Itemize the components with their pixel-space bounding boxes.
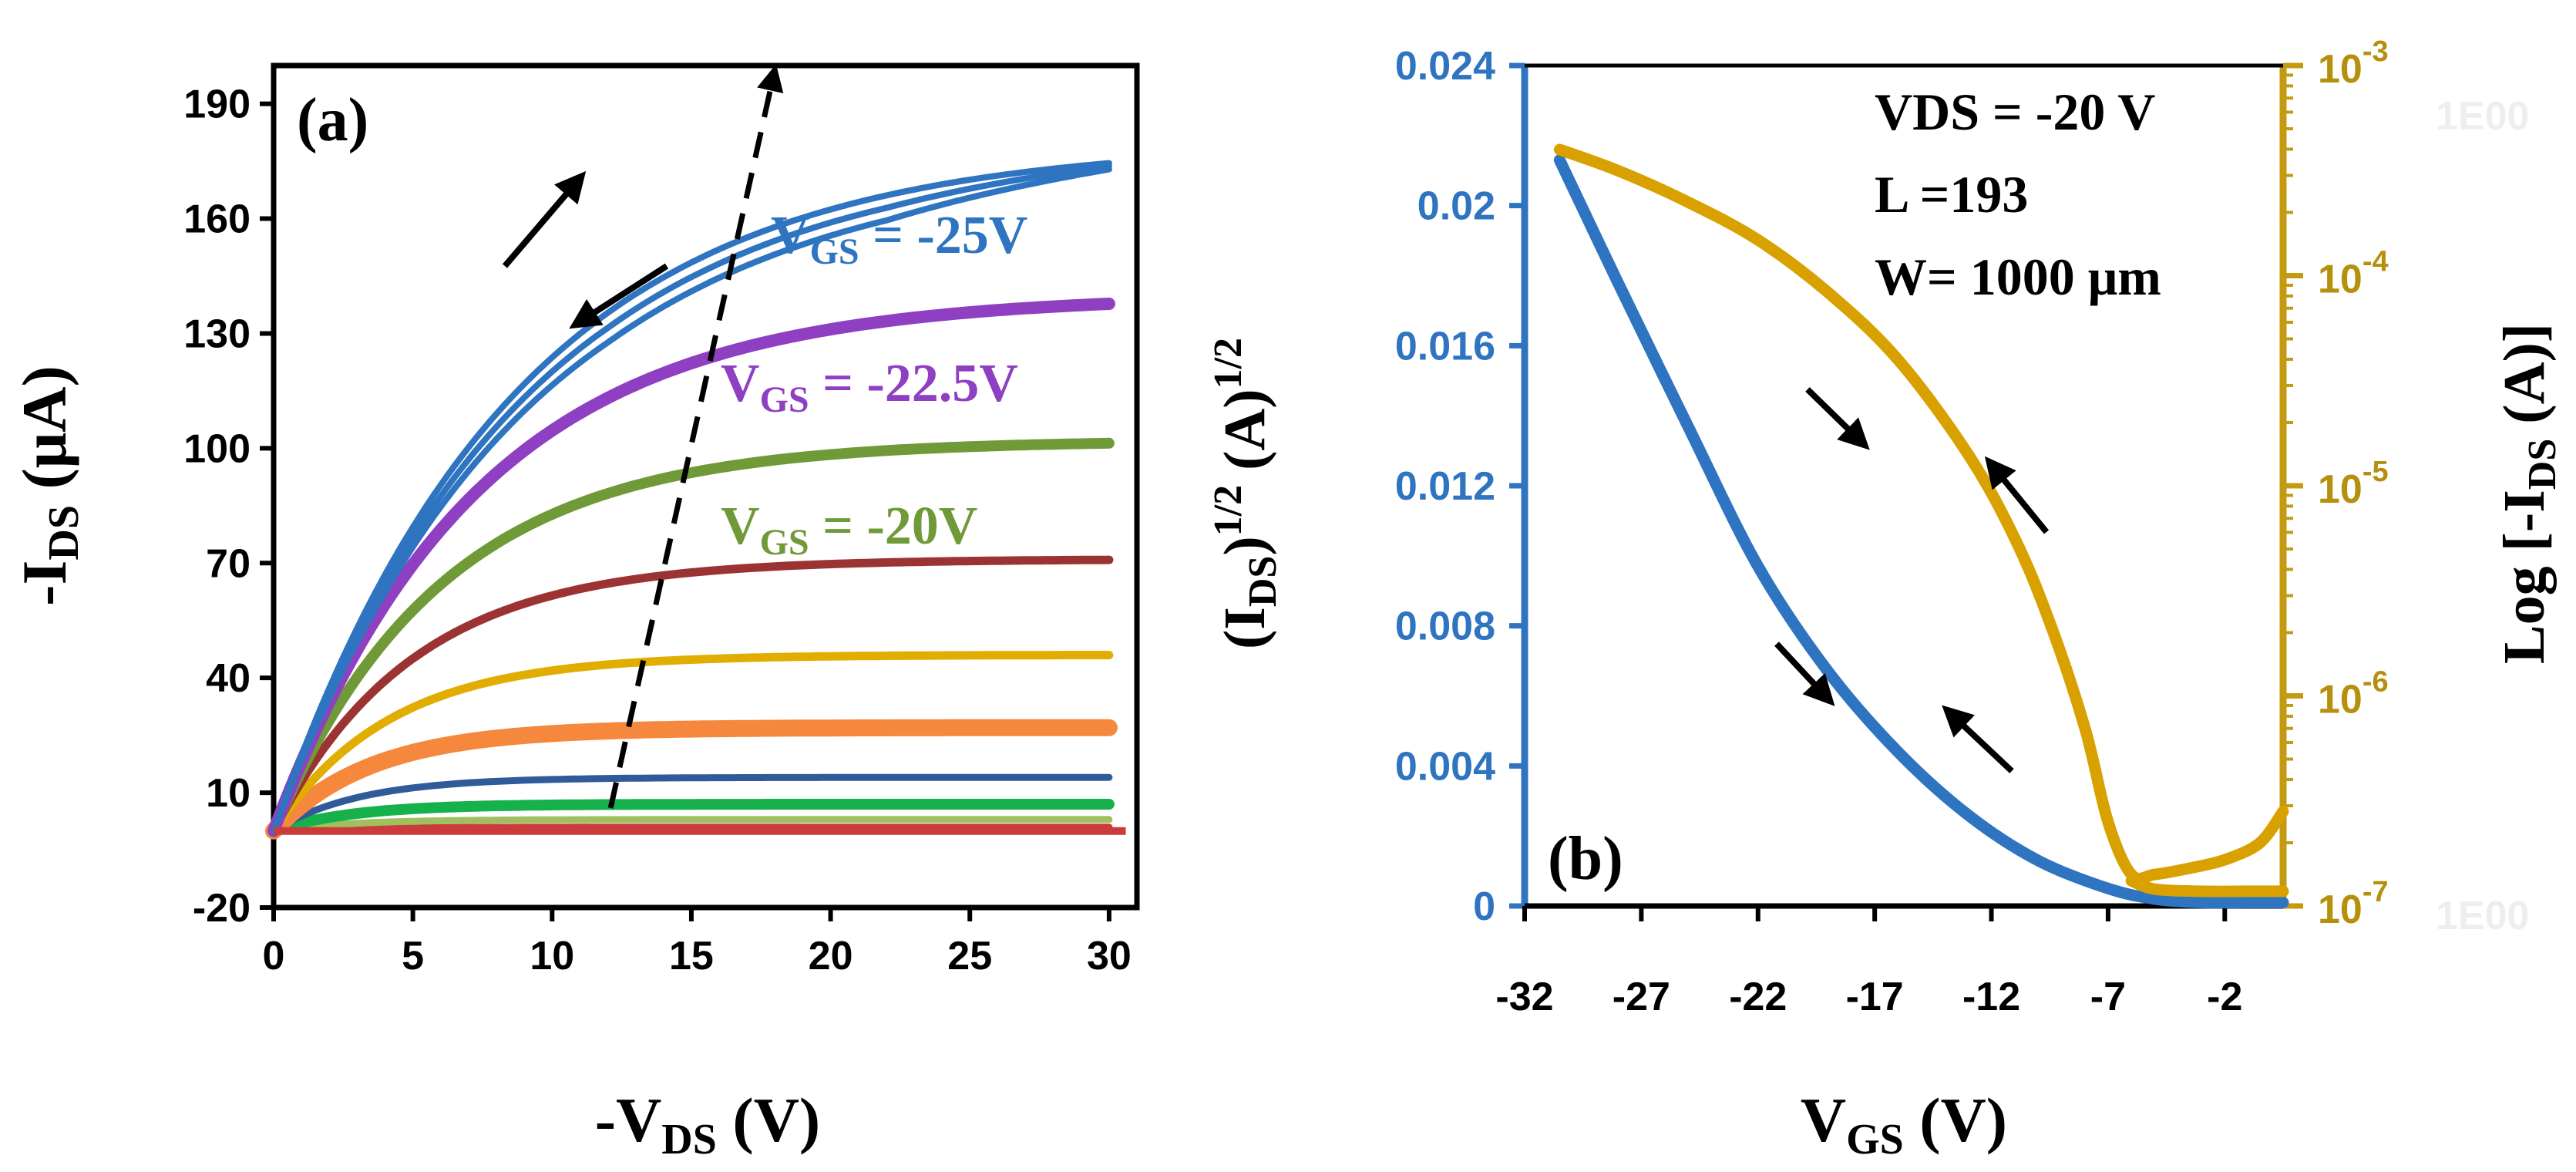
panel-a-curve-vgs-25v xyxy=(271,160,1112,834)
panel-b-left-tick-label: 0.004 xyxy=(1395,744,1495,789)
panel-a-annotation-vgs-20: VGS = -20V xyxy=(721,497,977,563)
panel-a-x-tick-label: 10 xyxy=(530,934,574,978)
panel-b-curve--ids-1-2 xyxy=(1553,154,2289,909)
panel-b-curve-log-ids- xyxy=(1553,143,2289,884)
panel-b-right-y-axis-ghost-text-bottom: 1E00 xyxy=(2436,894,2529,938)
panel-a-x-axis-label: -VDS (V) xyxy=(595,1085,820,1164)
panel-b-right-tick-label: 10-6 xyxy=(2318,666,2389,722)
panel-a-x-ticks: 0 5 10 15 20 25 30 xyxy=(263,908,1132,978)
panel-b-right-y-axis-label: Log [-IDS (A)] xyxy=(2492,323,2564,664)
panel-a-y-tick-label: 10 xyxy=(206,771,251,816)
panel-a-y-ticks: -20 10 40 70 100 130 160 190 xyxy=(183,83,274,931)
panel-b-sqrt-reverse-arrow xyxy=(1942,705,2014,773)
panel-b-curve-log-ids-reverse xyxy=(2125,874,2289,898)
panel-a-forward-sweep-arrow xyxy=(502,170,587,268)
panel-a-curve-vgs-20v xyxy=(268,437,1115,837)
panel-b-right-tick-label: 10-5 xyxy=(2318,456,2389,512)
panel-a-trend-arrow xyxy=(607,64,784,809)
panel-b-x-tick-label: -22 xyxy=(1729,975,1787,1019)
panel-a-x-tick-label: 15 xyxy=(669,934,714,978)
panel-a-curve-vgs-10v xyxy=(270,773,1113,835)
panel-b-x-ticks: -32 -27 -22 -17 -12 -7 -2 xyxy=(1495,906,2242,1019)
panel-a-curve-vgs-22-5v xyxy=(267,298,1115,837)
panel-a-reverse-sweep-arrow xyxy=(569,263,669,329)
panel-a: -20 10 40 70 100 130 160 190 0 5 10 15 20 25 30 (a) V… xyxy=(9,62,1140,1164)
panel-a-y-tick-label: 40 xyxy=(206,656,251,701)
panel-a-y-tick-label: 70 xyxy=(206,541,251,586)
panel-b-condition-width: W= 1000 μm xyxy=(1875,248,2161,306)
panel-b-x-tick-label: -32 xyxy=(1495,975,1553,1019)
panel-a-y-axis-label: -IDS (μA) xyxy=(9,365,88,606)
panel-b-right-y-axis-ghost-text-top: 1E00 xyxy=(2436,94,2529,139)
panel-b-x-tick-label: -12 xyxy=(1962,975,2020,1019)
panel-b-x-tick-label: -2 xyxy=(2207,975,2242,1019)
panel-b-right-y-ticks: 10-7 10-6 10-5 10-4 10-3 xyxy=(2283,35,2389,932)
panel-a-annotation-vgs-25: VGS = -25V xyxy=(771,206,1027,272)
panel-a-x-tick-label: 25 xyxy=(947,934,992,978)
panel-b-left-tick-label: 0.024 xyxy=(1395,44,1495,89)
panel-b-x-tick-label: -7 xyxy=(2090,975,2126,1019)
panel-a-label: (a) xyxy=(297,86,368,154)
panel-b-left-tick-label: 0 xyxy=(1473,884,1495,929)
panel-a-curve-vgs-5v xyxy=(270,816,1113,835)
panel-a-x-tick-label: 30 xyxy=(1087,934,1132,978)
panel-b-right-tick-label: 10-4 xyxy=(2318,246,2389,302)
panel-b-x-tick-label: -27 xyxy=(1613,975,1670,1019)
panel-a-plot-frame xyxy=(271,62,1140,911)
panel-b-log-forward-arrow xyxy=(1805,387,1870,450)
panel-a-curve-vgs-25v xyxy=(271,166,1112,834)
panel-b-sqrt-forward-arrow xyxy=(1774,642,1835,706)
panel-a-x-tick-label: 5 xyxy=(402,934,424,978)
panel-a-curve-vgs-7-5v xyxy=(268,799,1115,837)
panel-a-curve-vgs-15v xyxy=(269,651,1114,836)
panel-a-curve-vgs-25v xyxy=(271,163,1112,834)
panel-b-series xyxy=(1553,143,2289,909)
panel-b-left-y-ticks: 0 0.004 0.008 0.012 0.016 0.02 0.024 xyxy=(1395,44,1525,929)
panel-a-y-tick-label: -20 xyxy=(193,886,251,931)
panel-a-x-tick-label: 20 xyxy=(809,934,853,978)
panel-a-curve-vgs-12-5v xyxy=(265,719,1118,840)
panel-b-log-reverse-arrow xyxy=(1984,456,2050,534)
panel-b-left-tick-label: 0.012 xyxy=(1395,464,1495,509)
panel-a-y-tick-label: 130 xyxy=(183,312,251,356)
panel-a-y-tick-label: 190 xyxy=(183,83,251,127)
panel-b-right-tick-label: 10-3 xyxy=(2318,35,2389,92)
panel-b-x-tick-label: -17 xyxy=(1846,975,1904,1019)
panel-a-series xyxy=(265,160,1126,840)
panel-a-curve-vgs-17-5v xyxy=(269,555,1114,836)
panel-a-x-tick-label: 0 xyxy=(263,934,285,978)
panel-b-right-tick-label: 10-7 xyxy=(2318,876,2389,932)
panel-b-left-tick-label: 0.008 xyxy=(1395,605,1495,649)
panel-b-left-tick-label: 0.016 xyxy=(1395,324,1495,369)
panel-a-y-tick-label: 100 xyxy=(183,426,251,471)
panel-b-left-tick-label: 0.02 xyxy=(1417,184,1495,229)
panel-b-left-y-axis-label: (IDS)1/2 (A)1/2 xyxy=(1206,338,1285,649)
panel-b-label: (b) xyxy=(1548,825,1623,893)
panel-a-annotation-vgs-22-5: VGS = -22.5V xyxy=(721,354,1018,420)
panel-a-y-tick-label: 160 xyxy=(183,197,251,242)
panel-b-condition-vds: VDS = -20 V xyxy=(1875,83,2155,141)
panel-b-condition-length: L =193 xyxy=(1875,165,2028,224)
panel-b-x-axis-label: VGS (V) xyxy=(1801,1085,2007,1164)
